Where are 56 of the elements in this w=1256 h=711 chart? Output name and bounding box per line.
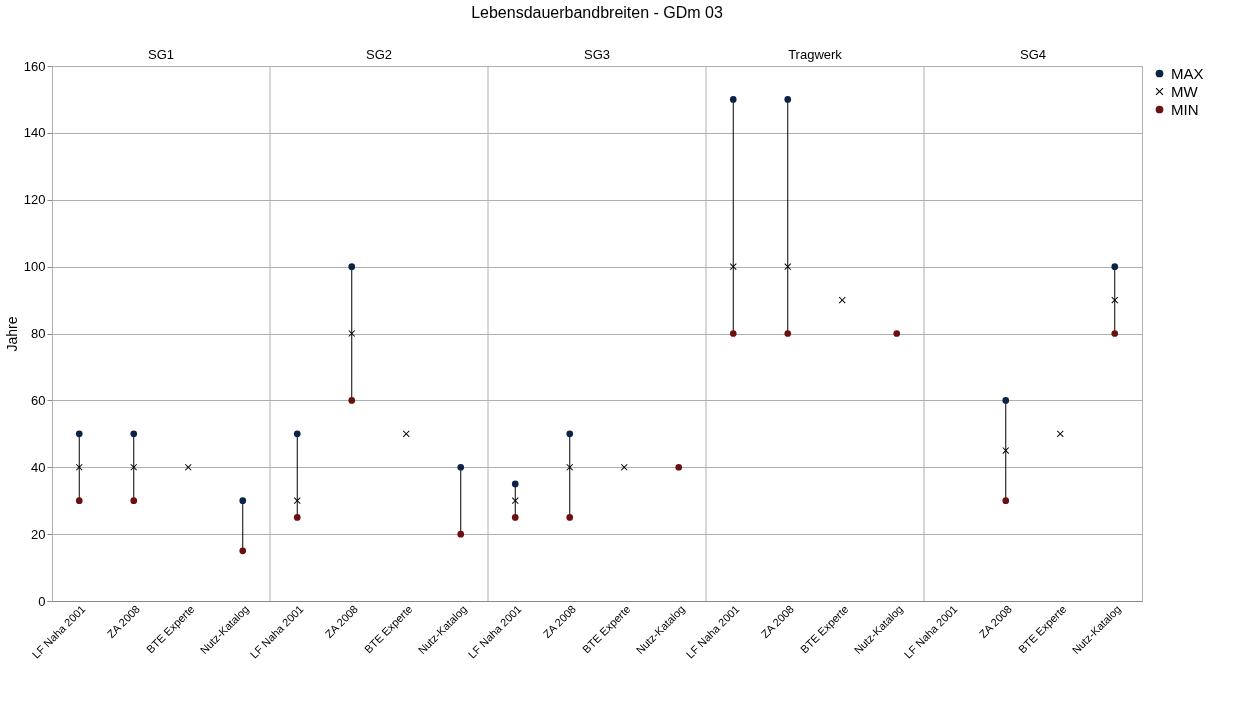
y-tick-label: 120 — [23, 192, 46, 208]
y-tick-label: 140 — [23, 125, 46, 141]
point — [402, 430, 410, 438]
point — [620, 463, 628, 471]
point — [511, 514, 519, 521]
legend-label: MIN — [1171, 100, 1199, 118]
point — [75, 430, 83, 438]
point — [1002, 497, 1010, 505]
point — [729, 330, 737, 337]
point — [184, 463, 192, 471]
point — [1111, 330, 1119, 337]
y-tick-label: 100 — [23, 259, 46, 275]
text: SG4 — [1019, 47, 1047, 62]
y-tick-label: 60 — [31, 392, 46, 408]
point — [75, 497, 83, 505]
point — [729, 263, 737, 270]
point — [239, 497, 247, 505]
point — [457, 463, 465, 471]
text: SG2 — [365, 47, 393, 62]
y-axis-title: Jahre — [3, 316, 20, 352]
point — [784, 263, 792, 270]
point — [130, 430, 138, 438]
point — [566, 514, 574, 521]
point — [511, 497, 519, 505]
point — [457, 530, 465, 538]
point — [130, 497, 138, 505]
legend-label: MW — [1171, 82, 1199, 100]
point — [348, 263, 356, 270]
point — [729, 96, 737, 103]
point — [75, 463, 83, 471]
point — [893, 330, 901, 337]
chart-title: Lebensdauerbandbreiten - GDm 03 — [471, 4, 723, 21]
y-tick-label: 40 — [31, 459, 46, 475]
point — [511, 480, 519, 488]
y-tick-label: 80 — [31, 326, 46, 341]
point — [675, 463, 683, 471]
point — [239, 547, 247, 555]
text: SG1 — [147, 47, 175, 62]
point — [1056, 430, 1064, 438]
point — [293, 514, 301, 521]
point — [1002, 397, 1010, 404]
y-tick-label: 160 — [23, 58, 46, 74]
point — [293, 497, 301, 505]
point — [784, 96, 792, 103]
text: Tragwerk — [788, 47, 843, 62]
point — [566, 430, 574, 438]
legend-label: MAX — [1171, 64, 1204, 82]
y-tick-label: 0 — [38, 593, 46, 609]
point — [784, 330, 792, 337]
point — [566, 463, 574, 471]
y-tick-label: 20 — [31, 526, 46, 542]
point — [348, 397, 356, 404]
point — [130, 463, 138, 471]
point — [1111, 263, 1119, 270]
text: SG3 — [583, 47, 611, 62]
point — [293, 430, 301, 438]
